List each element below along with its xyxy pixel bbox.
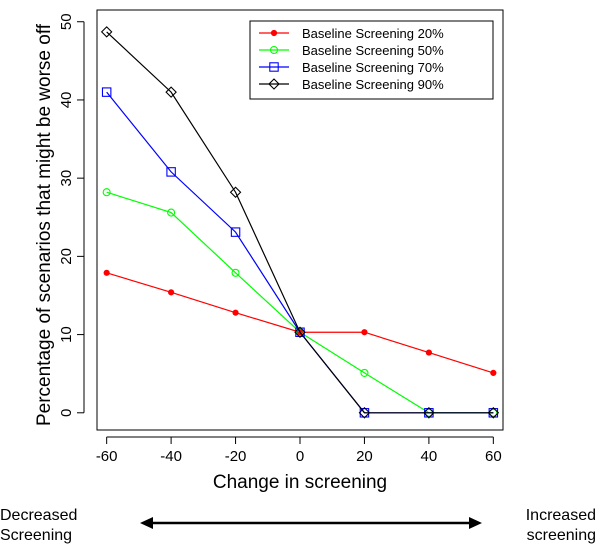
- data-point: [360, 368, 369, 377]
- series-1: [103, 269, 497, 377]
- data-point: [166, 167, 176, 177]
- legend-label: Baseline Screening 20%: [302, 26, 444, 41]
- data-point: [361, 329, 368, 336]
- x-tick-label: 0: [296, 448, 304, 465]
- increased-label-line2: screening: [526, 527, 596, 544]
- x-tick-label: -40: [160, 448, 182, 465]
- increased-label-line1: Increased: [525, 507, 596, 524]
- x-tick-label: -60: [96, 448, 118, 465]
- y-tick-label: 10: [58, 326, 75, 343]
- y-tick-label: 30: [58, 170, 75, 187]
- data-point: [490, 369, 497, 377]
- arrow-head-left: [140, 517, 153, 529]
- x-tick-label: 20: [356, 448, 373, 465]
- data-point: [358, 407, 371, 419]
- legend-swatch-marker: [270, 29, 278, 37]
- series-line: [106, 91, 494, 414]
- plot-frame: [96, 9, 504, 431]
- legend-swatch-marker: [268, 78, 280, 90]
- data-point: [167, 208, 176, 217]
- y-tick-label: 40: [58, 92, 75, 109]
- data-point: [165, 86, 177, 98]
- data-point: [229, 186, 242, 199]
- data-point: [231, 268, 240, 277]
- x-axis-title: Change in screening: [213, 472, 387, 493]
- data-point: [103, 269, 110, 276]
- y-tick-label: 0: [58, 409, 75, 417]
- data-point: [295, 327, 305, 337]
- y-tick-label: 50: [58, 13, 75, 30]
- series-line: [106, 31, 494, 414]
- legend-swatch-marker: [269, 62, 279, 72]
- data-point: [295, 328, 305, 337]
- data-point: [294, 326, 306, 339]
- legend-label: Baseline Screening 90%: [302, 77, 444, 92]
- series-line: [106, 191, 494, 414]
- data-point: [168, 289, 175, 296]
- y-axis-title: Percentage of scenarios that might be wo…: [34, 23, 55, 426]
- x-tick-label: -20: [225, 448, 247, 465]
- data-point: [232, 309, 239, 316]
- legend: Baseline Screening 20% Baseline Screening…: [249, 20, 494, 100]
- data-point: [487, 407, 500, 419]
- series-2: [102, 188, 498, 417]
- decreased-label-line2: Screening: [0, 527, 73, 544]
- legend-box: [249, 20, 494, 100]
- legend-label: Baseline Screening 50%: [302, 43, 444, 58]
- series-3: [101, 87, 499, 418]
- legend-swatch-marker: [269, 45, 279, 55]
- data-point: [425, 349, 432, 356]
- decreased-screening-label: Decreased Screening: [0, 506, 77, 546]
- series-line: [106, 272, 494, 374]
- series-layer: [100, 26, 500, 419]
- data-point: [101, 87, 112, 97]
- data-point: [423, 407, 435, 419]
- increased-screening-label: Increased screening: [526, 506, 596, 546]
- y-tick-label: 20: [58, 248, 75, 265]
- data-point: [230, 227, 241, 237]
- data-point: [100, 26, 113, 38]
- data-point: [102, 188, 111, 197]
- double-headed-arrow: [140, 517, 482, 529]
- x-tick-label: 60: [485, 448, 502, 465]
- x-tick-label: 40: [421, 448, 438, 465]
- arrow-head-right: [469, 517, 482, 529]
- series-4: [100, 26, 500, 419]
- legend-label: Baseline Screening 70%: [302, 60, 444, 75]
- decreased-label-line1: Decreased: [0, 507, 78, 524]
- axes: -60 -40 -20 0 20 40 60 Change in screening 0 10 20…: [34, 9, 504, 493]
